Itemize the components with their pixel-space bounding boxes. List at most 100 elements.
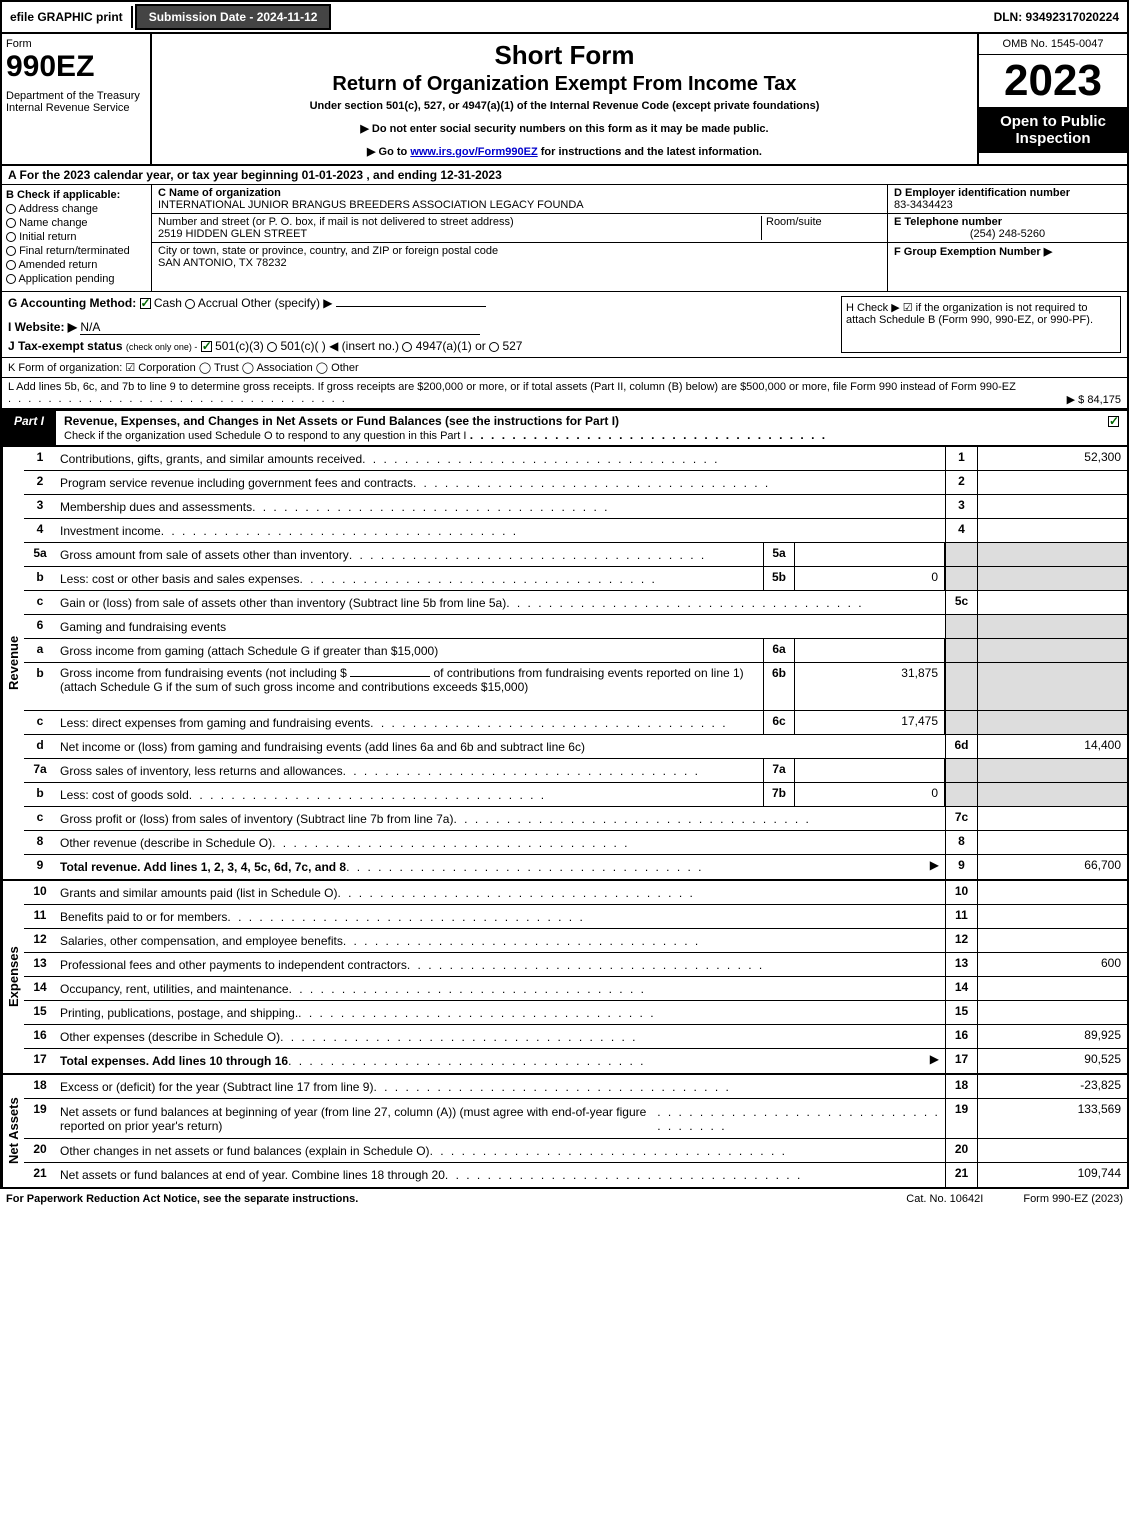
section-g-h: G Accounting Method: Cash Accrual Other …: [0, 292, 1129, 358]
line2-value: [977, 471, 1127, 494]
line3-desc: Membership dues and assessments: [60, 500, 252, 514]
box-h: H Check ▶ ☑ if the organization is not r…: [841, 296, 1121, 353]
room-suite: Room/suite: [761, 216, 881, 240]
line15-value: [977, 1001, 1127, 1024]
line6-desc: Gaming and fundraising events: [60, 620, 226, 634]
cash-checkbox[interactable]: [140, 298, 151, 309]
netassets-vlabel: Net Assets: [2, 1075, 24, 1187]
line5b-desc: Less: cost or other basis and sales expe…: [60, 572, 299, 586]
application-pending-radio[interactable]: [6, 274, 16, 284]
line5a-desc: Gross amount from sale of assets other t…: [60, 548, 349, 562]
group-exemption-label: F Group Exemption Number ▶: [894, 246, 1052, 258]
irs-link[interactable]: www.irs.gov/Form990EZ: [410, 146, 537, 158]
row-k: K Form of organization: ☑ Corporation ◯ …: [0, 358, 1129, 378]
website-value: N/A: [80, 320, 480, 335]
line4-desc: Investment income: [60, 524, 161, 538]
expenses-vlabel: Expenses: [2, 881, 24, 1073]
cat-no: Cat. No. 10642I: [866, 1193, 1023, 1205]
amended-return-radio[interactable]: [6, 260, 16, 270]
dept-label: Department of the Treasury Internal Reve…: [6, 90, 146, 114]
line8-value: [977, 831, 1127, 854]
section-b-c-d: B Check if applicable: Address change Na…: [0, 185, 1129, 292]
netassets-section: Net Assets 18Excess or (deficit) for the…: [0, 1075, 1129, 1189]
paperwork-notice: For Paperwork Reduction Act Notice, see …: [6, 1193, 866, 1205]
accrual-radio[interactable]: [185, 299, 195, 309]
line16-value: 89,925: [977, 1025, 1127, 1048]
addr-label: Number and street (or P. O. box, if mail…: [158, 216, 514, 228]
line17-value: 90,525: [977, 1049, 1127, 1073]
line20-desc: Other changes in net assets or fund bala…: [60, 1144, 430, 1158]
efile-print-button[interactable]: efile GRAPHIC print: [2, 6, 133, 28]
line6b-value: 31,875: [795, 663, 945, 710]
ein-label: D Employer identification number: [894, 187, 1070, 199]
final-return-radio[interactable]: [6, 246, 16, 256]
tel-value: (254) 248-5260: [894, 228, 1121, 240]
dln: DLN: 93492317020224: [986, 6, 1127, 28]
name-change-radio[interactable]: [6, 218, 16, 228]
org-name-label: C Name of organization: [158, 187, 281, 199]
line4-value: [977, 519, 1127, 542]
form-header: Form 990EZ Department of the Treasury In…: [0, 34, 1129, 166]
line1-value: 52,300: [977, 447, 1127, 470]
line11-desc: Benefits paid to or for members: [60, 910, 227, 924]
part1-title: Revenue, Expenses, and Changes in Net As…: [64, 414, 619, 428]
line21-value: 109,744: [977, 1163, 1127, 1187]
row-a-calendar-year: A For the 2023 calendar year, or tax yea…: [0, 166, 1129, 185]
line10-desc: Grants and similar amounts paid (list in…: [60, 886, 337, 900]
org-name: INTERNATIONAL JUNIOR BRANGUS BREEDERS AS…: [158, 199, 584, 211]
website-label: I Website: ▶: [8, 320, 77, 334]
527-radio[interactable]: [489, 342, 499, 352]
line15-desc: Printing, publications, postage, and shi…: [60, 1006, 298, 1020]
city-value: SAN ANTONIO, TX 78232: [158, 257, 287, 269]
part1-schedule-o-checkbox[interactable]: [1108, 416, 1119, 427]
other-specify-input[interactable]: [336, 306, 486, 307]
line7a-desc: Gross sales of inventory, less returns a…: [60, 764, 343, 778]
line7a-value: [795, 759, 945, 782]
line17-desc: Total expenses. Add lines 10 through 16: [60, 1054, 288, 1068]
tel-label: E Telephone number: [894, 216, 1002, 228]
initial-return-radio[interactable]: [6, 232, 16, 242]
omb-number: OMB No. 1545-0047: [979, 34, 1127, 55]
ein-value: 83-3434423: [894, 199, 953, 211]
line5b-value: 0: [795, 567, 945, 590]
goto-note: ▶ Go to www.irs.gov/Form990EZ for instru…: [158, 145, 971, 158]
line16-desc: Other expenses (describe in Schedule O): [60, 1030, 280, 1044]
line6b-blank[interactable]: [350, 676, 430, 677]
address-change-radio[interactable]: [6, 204, 16, 214]
4947-radio[interactable]: [402, 342, 412, 352]
line20-value: [977, 1139, 1127, 1162]
tax-year: 2023: [979, 55, 1127, 107]
line6a-value: [795, 639, 945, 662]
line14-value: [977, 977, 1127, 1000]
line6a-desc: Gross income from gaming (attach Schedul…: [60, 644, 438, 658]
line14-desc: Occupancy, rent, utilities, and maintena…: [60, 982, 289, 996]
line19-value: 133,569: [977, 1099, 1127, 1138]
line18-value: -23,825: [977, 1075, 1127, 1098]
line3-value: [977, 495, 1127, 518]
under-section: Under section 501(c), 527, or 4947(a)(1)…: [158, 100, 971, 112]
submission-date: Submission Date - 2024-11-12: [135, 4, 332, 30]
line6c-value: 17,475: [795, 711, 945, 734]
line21-desc: Net assets or fund balances at end of ye…: [60, 1168, 445, 1182]
line7c-desc: Gross profit or (loss) from sales of inv…: [60, 812, 453, 826]
line6d-value: 14,400: [977, 735, 1127, 758]
form-subtitle: Return of Organization Exempt From Incom…: [158, 73, 971, 96]
accounting-method-label: G Accounting Method:: [8, 296, 136, 310]
form-number: 990EZ: [6, 50, 146, 84]
line6d-desc: Net income or (loss) from gaming and fun…: [60, 740, 585, 754]
tax-exempt-label: J Tax-exempt status: [8, 339, 123, 353]
line19-desc: Net assets or fund balances at beginning…: [60, 1105, 657, 1133]
line5c-desc: Gain or (loss) from sale of assets other…: [60, 596, 506, 610]
line7c-value: [977, 807, 1127, 830]
form-title: Short Form: [158, 40, 971, 71]
line13-desc: Professional fees and other payments to …: [60, 958, 407, 972]
line11-value: [977, 905, 1127, 928]
line9-desc: Total revenue. Add lines 1, 2, 3, 4, 5c,…: [60, 860, 346, 874]
line18-desc: Excess or (deficit) for the year (Subtra…: [60, 1080, 373, 1094]
ssn-note: ▶ Do not enter social security numbers o…: [158, 122, 971, 135]
501c-radio[interactable]: [267, 342, 277, 352]
501c3-checkbox[interactable]: [201, 341, 212, 352]
line7b-value: 0: [795, 783, 945, 806]
addr-value: 2519 HIDDEN GLEN STREET: [158, 228, 307, 240]
top-bar: efile GRAPHIC print Submission Date - 20…: [0, 0, 1129, 34]
